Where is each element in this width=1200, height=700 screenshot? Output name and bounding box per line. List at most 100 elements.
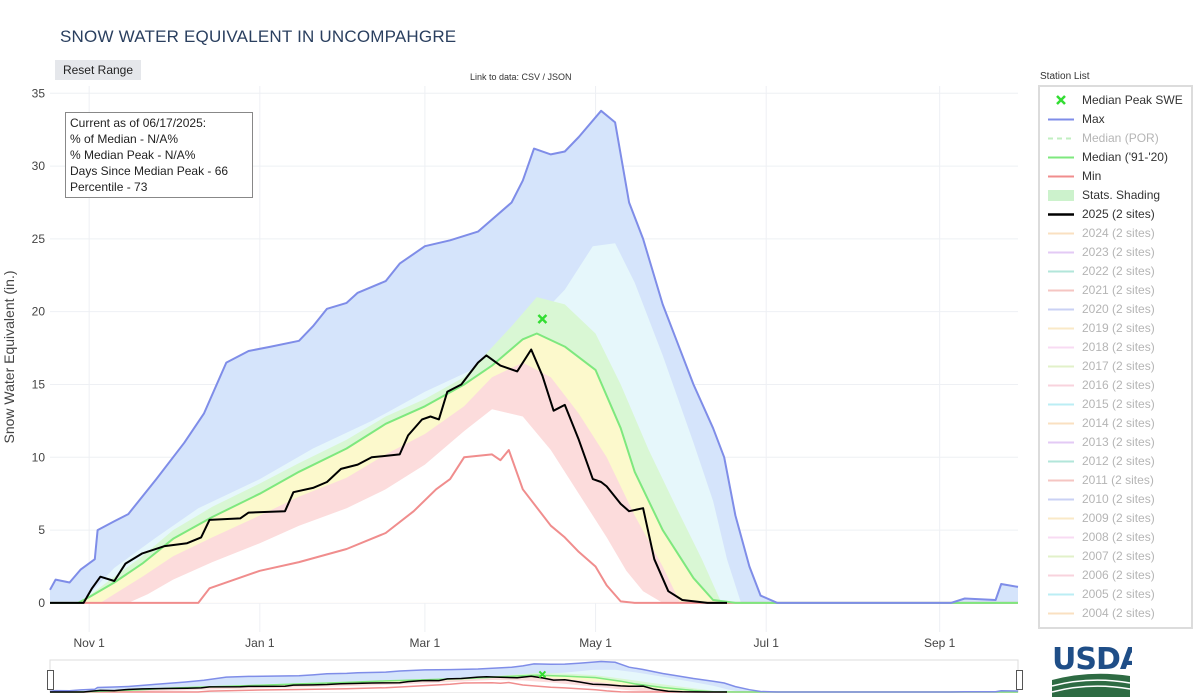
legend-title: Station List — [1040, 71, 1090, 82]
legend-label: 2016 (2 sites) — [1082, 378, 1155, 392]
legend-swatch — [1048, 612, 1074, 615]
y-tick-label: 15 — [32, 377, 46, 391]
reset-range-button[interactable]: Reset Range — [55, 60, 141, 80]
legend-item[interactable]: 2014 (2 sites) — [1040, 414, 1190, 433]
y-tick-label: 5 — [38, 523, 45, 537]
legend-swatch — [1048, 118, 1074, 121]
legend-label: 2010 (2 sites) — [1082, 492, 1155, 506]
range-slider[interactable] — [49, 659, 1019, 693]
legend-swatch — [1048, 536, 1074, 539]
legend-swatch — [1048, 441, 1074, 444]
legend-label: 2025 (2 sites) — [1082, 207, 1155, 221]
x-tick-label: Sep 1 — [924, 636, 956, 650]
range-slider-left-handle[interactable] — [47, 670, 54, 690]
legend-item[interactable]: 2011 (2 sites) — [1040, 471, 1190, 490]
legend: Median Peak SWE Max Median (POR) Median ('9… — [1038, 85, 1193, 629]
legend-item[interactable]: 2019 (2 sites) — [1040, 319, 1190, 338]
legend-swatch — [1048, 384, 1074, 387]
legend-item[interactable]: Median ('91-'20) — [1040, 148, 1190, 167]
status-date: Current as of 06/17/2025: — [70, 116, 207, 130]
series-line — [50, 449, 1018, 604]
legend-swatch — [1048, 574, 1074, 577]
legend-item[interactable]: 2017 (2 sites) — [1040, 357, 1190, 376]
legend-item[interactable]: 2007 (2 sites) — [1040, 547, 1190, 566]
legend-item[interactable]: 2008 (2 sites) — [1040, 528, 1190, 547]
legend-swatch — [1048, 289, 1074, 292]
legend-item[interactable]: Min — [1040, 167, 1190, 186]
legend-label: 2021 (2 sites) — [1082, 283, 1155, 297]
legend-label: Median ('91-'20) — [1082, 150, 1168, 164]
legend-swatch — [1048, 308, 1074, 311]
legend-item[interactable]: 2018 (2 sites) — [1040, 338, 1190, 357]
legend-fill — [1048, 190, 1074, 201]
legend-item[interactable]: 2016 (2 sites) — [1040, 376, 1190, 395]
legend-swatch — [1048, 479, 1074, 482]
y-axis-title: Snow Water Equivalent (in.) — [1, 271, 17, 444]
range-peak-marker — [538, 670, 547, 679]
legend-label: 2023 (2 sites) — [1082, 245, 1155, 259]
percent-of-median: % of Median - N/A% — [70, 132, 179, 146]
legend-label: 2024 (2 sites) — [1082, 226, 1155, 240]
y-tick-label: 0 — [38, 596, 45, 610]
legend-swatch — [1048, 346, 1074, 349]
y-tick-label: 20 — [32, 305, 46, 319]
legend-item[interactable]: 2015 (2 sites) — [1040, 395, 1190, 414]
legend-label: Median Peak SWE — [1082, 93, 1183, 107]
x-tick-label: Mar 1 — [410, 636, 441, 650]
days-since-median-peak: Days Since Median Peak - 66 — [70, 164, 229, 178]
legend-item[interactable]: 2005 (2 sites) — [1040, 585, 1190, 604]
legend-item[interactable]: 2012 (2 sites) — [1040, 452, 1190, 471]
series-lines — [49, 109, 1019, 604]
legend-item[interactable]: 2023 (2 sites) — [1040, 243, 1190, 262]
legend-item[interactable]: 2021 (2 sites) — [1040, 281, 1190, 300]
legend-item[interactable]: 2010 (2 sites) — [1040, 490, 1190, 509]
legend-item[interactable]: Median Peak SWE — [1040, 91, 1190, 110]
legend-swatch — [1048, 403, 1074, 406]
legend-item[interactable]: 2024 (2 sites) — [1040, 224, 1190, 243]
legend-label: 2007 (2 sites) — [1082, 549, 1155, 563]
x-tick-label: Jul 1 — [754, 636, 780, 650]
legend-item[interactable]: 2013 (2 sites) — [1040, 433, 1190, 452]
y-tick-label: 10 — [32, 450, 46, 464]
legend-swatch — [1048, 175, 1074, 178]
current-status-box: Current as of 06/17/2025: % of Median - … — [65, 112, 253, 198]
range-series-line — [49, 660, 1019, 693]
band-4 — [50, 409, 1018, 603]
axes: 0 5 10 15 20 25 30 35 Nov 1 Jan 1 Mar 1 May 1 Jul 1 S… — [32, 86, 956, 650]
range-series-line — [50, 675, 727, 693]
legend-item[interactable]: 2006 (2 sites) — [1040, 566, 1190, 585]
y-tick-label: 35 — [32, 86, 46, 100]
percent-median-peak: % Median Peak - N/A% — [70, 148, 196, 162]
usda-logo: USDA — [1051, 642, 1132, 697]
median-peak-marker — [537, 314, 548, 324]
series-line — [50, 332, 1018, 604]
legend-swatch — [1056, 95, 1066, 105]
legend-label: 2013 (2 sites) — [1082, 435, 1155, 449]
legend-label: 2005 (2 sites) — [1082, 587, 1155, 601]
legend-item[interactable]: 2020 (2 sites) — [1040, 300, 1190, 319]
legend-swatch — [1048, 156, 1074, 159]
chart-title: SNOW WATER EQUIVALENT IN UNCOMPAHGRE — [60, 27, 457, 46]
legend-swatch — [1048, 137, 1074, 140]
legend-item[interactable]: 2025 (2 sites) — [1040, 205, 1190, 224]
range-slider-right-handle[interactable] — [1016, 670, 1023, 690]
data-link[interactable]: Link to data: CSV / JSON — [470, 72, 572, 82]
legend-label: 2022 (2 sites) — [1082, 264, 1155, 278]
percentile: Percentile - 73 — [70, 180, 148, 194]
legend-item[interactable]: Max — [1040, 110, 1190, 129]
legend-label: 2015 (2 sites) — [1082, 397, 1155, 411]
legend-swatch — [1048, 517, 1074, 520]
legend-item[interactable]: Median (POR) — [1040, 129, 1190, 148]
legend-label: 2006 (2 sites) — [1082, 568, 1155, 582]
legend-label: 2019 (2 sites) — [1082, 321, 1155, 335]
legend-item[interactable]: 2004 (2 sites) — [1040, 604, 1190, 623]
legend-item[interactable]: Stats. Shading — [1040, 186, 1190, 205]
legend-label: 2020 (2 sites) — [1082, 302, 1155, 316]
legend-label: Median (POR) — [1082, 131, 1159, 145]
legend-item[interactable]: 2022 (2 sites) — [1040, 262, 1190, 281]
legend-swatch — [1048, 555, 1074, 558]
legend-swatch — [1048, 422, 1074, 425]
legend-label: 2018 (2 sites) — [1082, 340, 1155, 354]
legend-item[interactable]: 2009 (2 sites) — [1040, 509, 1190, 528]
